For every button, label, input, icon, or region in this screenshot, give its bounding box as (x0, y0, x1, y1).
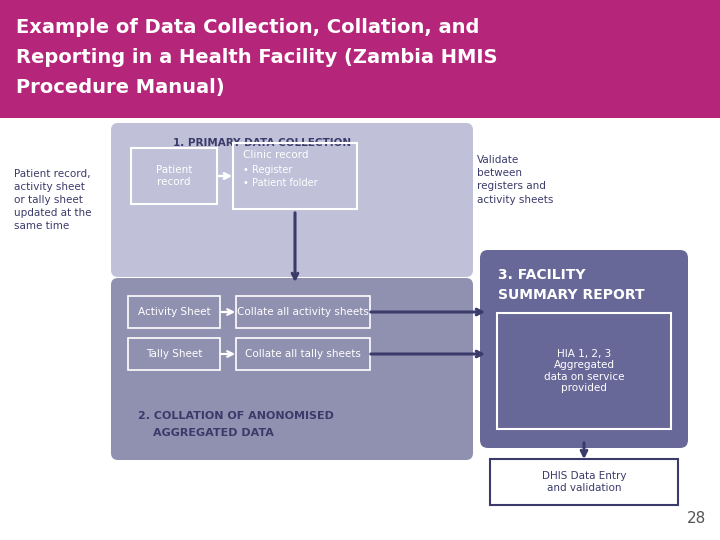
Text: Patient
record: Patient record (156, 165, 192, 187)
Text: DHIS Data Entry
and validation: DHIS Data Entry and validation (541, 471, 626, 493)
Text: Clinic record: Clinic record (243, 150, 308, 160)
Text: • Patient folder: • Patient folder (243, 178, 318, 188)
Text: 1. PRIMARY DATA COLLECTION: 1. PRIMARY DATA COLLECTION (173, 138, 351, 148)
Text: Patient record,
activity sheet
or tally sheet
updated at the
same time: Patient record, activity sheet or tally … (14, 168, 91, 232)
Text: AGGREGATED DATA: AGGREGATED DATA (153, 428, 274, 438)
Text: Collate all activity sheets: Collate all activity sheets (237, 307, 369, 317)
Text: Reporting in a Health Facility (Zambia HMIS: Reporting in a Health Facility (Zambia H… (16, 48, 498, 67)
FancyBboxPatch shape (111, 123, 473, 277)
Text: Collate all tally sheets: Collate all tally sheets (245, 349, 361, 359)
FancyBboxPatch shape (111, 278, 473, 460)
Text: Procedure Manual): Procedure Manual) (16, 78, 225, 97)
Text: • Register: • Register (243, 165, 292, 175)
Text: Example of Data Collection, Collation, and: Example of Data Collection, Collation, a… (16, 18, 480, 37)
Text: 28: 28 (687, 511, 706, 526)
Text: Tally Sheet: Tally Sheet (146, 349, 202, 359)
Text: Validate
between
registers and
activity sheets: Validate between registers and activity … (477, 155, 554, 205)
FancyBboxPatch shape (480, 250, 688, 448)
Text: 3. FACILITY: 3. FACILITY (498, 268, 585, 282)
Text: Activity Sheet: Activity Sheet (138, 307, 210, 317)
Text: 2. COLLATION OF ANONOMISED: 2. COLLATION OF ANONOMISED (138, 411, 334, 421)
Text: SUMMARY REPORT: SUMMARY REPORT (498, 288, 644, 302)
Text: HIA 1, 2, 3
Aggregated
data on service
provided: HIA 1, 2, 3 Aggregated data on service p… (544, 349, 624, 394)
Bar (0, 0, 720, 118)
